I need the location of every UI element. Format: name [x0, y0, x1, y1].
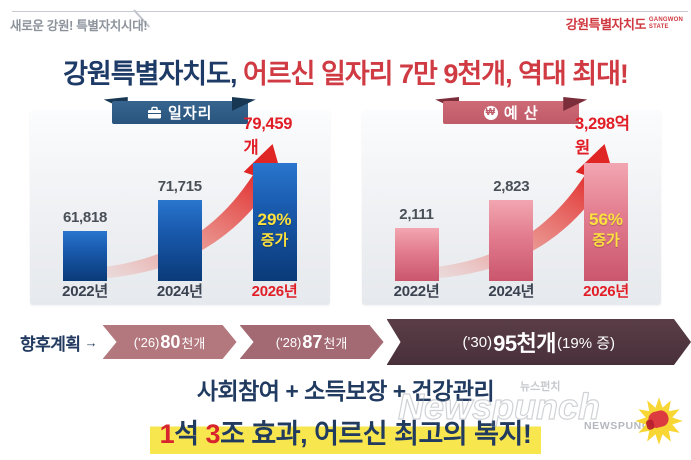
- header-divider-line: [12, 11, 688, 12]
- logo-english-text: GANGWON STATE: [648, 16, 683, 30]
- charts-row: 일자리 61,818: [30, 101, 661, 305]
- future-plan-label: 향후계획: [20, 334, 81, 354]
- chevron-segment-2028: ('28) 87 천개: [240, 325, 384, 359]
- bar-group-2024: 71,715: [149, 178, 211, 281]
- bar-group-2022: 2,111: [386, 206, 448, 281]
- jobs-plot-area: 61,818 71,715 79,459개 29% 증가: [40, 115, 320, 281]
- growth-annotation: 29% 증가: [257, 210, 292, 249]
- claim-line-1: 사회참여 + 소득보장 + 건강관리: [196, 378, 495, 404]
- logo-korean-text: 강원특별자치도: [565, 17, 647, 32]
- bar-value-label: 2,823: [493, 178, 530, 195]
- x-tick-2026: 2026년: [251, 283, 298, 300]
- bar-2026: 29% 증가: [252, 163, 297, 281]
- chevron-segment-2026: ('26) 80 천개: [103, 325, 237, 359]
- growth-annotation: 56% 증가: [588, 210, 624, 249]
- chevron-segment-2030: ('30) 95천개 (19% 증): [387, 319, 691, 365]
- budget-chart-panel: ₩ 예 산: [361, 101, 661, 305]
- jobs-chart-panel: 일자리 61,818: [30, 101, 330, 305]
- bar-group-2022: 61,818: [54, 209, 116, 281]
- x-tick-2024: 2024년: [156, 283, 203, 300]
- title-red-part: 어르신 일자리 7만 9천개, 역대 최대!: [236, 59, 629, 89]
- jobs-ribbon-header: 일자리: [104, 96, 256, 124]
- bar-2024: [157, 200, 202, 281]
- budget-ribbon-label: 예 산: [503, 105, 539, 122]
- x-tick-2024: 2024년: [488, 283, 535, 300]
- bar-group-2026: 3,298억 원 56% 증가: [575, 110, 637, 281]
- page-title: 강원특별자치도, 어르신 일자리 7만 9천개, 역대 최대!: [0, 52, 691, 91]
- gangwon-state-logo: 강원특별자치도 GANGWON STATE: [566, 14, 683, 33]
- x-tick-2022: 2022년: [393, 283, 440, 300]
- bar-2024: [489, 200, 534, 281]
- summary-claims: 사회참여 + 소득보장 + 건강관리 1석 3조 효과, 어르신 최고의 복지!: [0, 372, 691, 454]
- budget-plot-area: 2,111 2,823 3,298억 원 56% 증가: [372, 115, 652, 281]
- bar-value-label: 2,111: [399, 206, 434, 223]
- header-tagline: 새로운 강원! 특별자치시대!: [10, 19, 148, 33]
- bar-value-label: 61,818: [62, 209, 108, 226]
- bar-value-label: 71,715: [157, 178, 202, 195]
- bar-value-label: 3,298억 원: [575, 115, 630, 157]
- future-plan-strip: 향후계획 → ('26) 80 천개 ('28) 87 천개 ('30) 95천개(…: [0, 317, 691, 367]
- bar-group-2026: 79,459개 29% 증가: [244, 115, 306, 281]
- title-navy-part: 강원특별자치도,: [63, 59, 237, 89]
- x-tick-2026: 2026년: [583, 283, 629, 300]
- bar-2026: 56% 증가: [584, 163, 628, 281]
- bar-value-label: 79,459개: [243, 115, 293, 157]
- won-coin-icon: ₩: [483, 105, 498, 120]
- bar-2022: [394, 228, 439, 281]
- bar-group-2024: 2,823: [480, 178, 542, 281]
- claim-line-2-highlighted: 1석 3조 효과, 어르신 최고의 복지!: [149, 412, 542, 454]
- budget-ribbon-header: ₩ 예 산: [435, 96, 587, 124]
- x-tick-2022: 2022년: [62, 283, 108, 300]
- arrow-right-icon: →: [84, 334, 98, 350]
- bar-2022: [63, 231, 107, 281]
- jobs-ribbon-label: 일자리: [168, 105, 213, 122]
- briefcase-icon: [148, 106, 162, 119]
